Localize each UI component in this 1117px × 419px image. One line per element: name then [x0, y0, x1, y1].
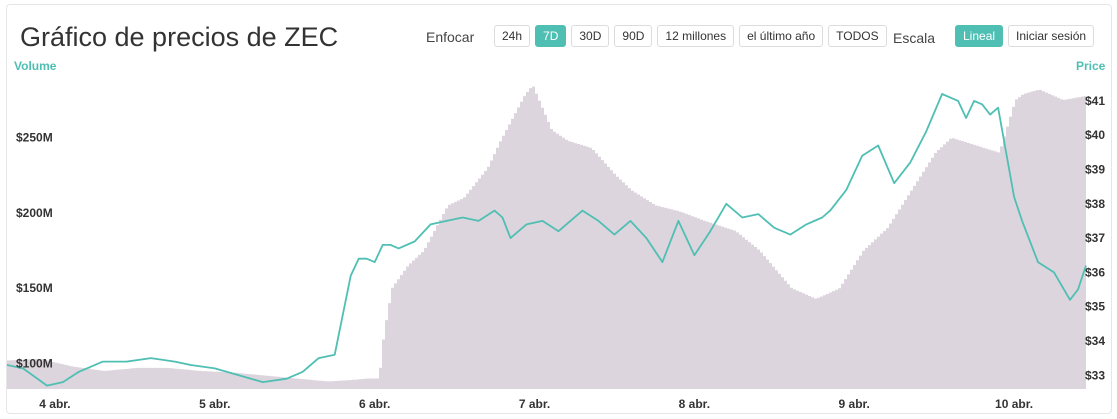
price-tick-label: $40 [1085, 128, 1105, 142]
zoom-24h-button[interactable]: 24h [494, 25, 531, 47]
price-point-0 [78, 370, 80, 373]
zoom-90d-button[interactable]: 90D [614, 25, 653, 47]
x-tick-label: 6 abr. [359, 397, 390, 411]
scale-log-button[interactable]: Iniciar sesión [1008, 25, 1095, 47]
scale-label: Escala [893, 30, 936, 46]
zoom-12m-button[interactable]: 12 millones [657, 25, 735, 47]
price-axis-title: Price [1076, 59, 1106, 73]
price-point-2 [445, 220, 448, 222]
x-tick-label: 5 abr. [199, 397, 230, 411]
price-tick-label: $39 [1085, 162, 1105, 176]
zoom-options: 24h 7D 30D 90D 12 millones el último año… [494, 25, 887, 47]
price-tick-label: $36 [1085, 265, 1105, 279]
zoom-last-year-button[interactable]: el último año [739, 25, 824, 47]
x-tick-label: 4 abr. [39, 397, 70, 411]
price-point-3 [661, 261, 664, 263]
volume-tick-label: $200M [16, 206, 53, 220]
price-point-4 [941, 93, 944, 95]
volume-tick-label: $100M [16, 356, 53, 370]
x-tick-label: 9 abr. [839, 397, 870, 411]
page-title: Gráfico de precios de ZEC [20, 22, 339, 52]
volume-area [7, 86, 1086, 389]
price-tick-label: $37 [1085, 231, 1105, 245]
x-tick-label: 7 abr. [519, 397, 550, 411]
x-tick-label: 8 abr. [679, 397, 710, 411]
scale-linear-button[interactable]: Lineal [955, 25, 1004, 47]
zoom-7d-button[interactable]: 7D [535, 25, 567, 47]
price-tick-label: $38 [1085, 197, 1105, 211]
volume-tick-label: $250M [16, 131, 53, 145]
zoom-label: Enfocar [426, 29, 475, 45]
zoom-all-button[interactable]: TODOS [828, 25, 887, 47]
price-line [6, 93, 1087, 387]
price-point-1 [389, 244, 392, 246]
price-tick-label: $34 [1085, 334, 1105, 348]
price-tick-label: $41 [1085, 94, 1105, 108]
volume-axis-title: Volume [14, 59, 57, 73]
price-tick-label: $35 [1085, 300, 1105, 314]
x-tick-label: 10 abr. [995, 397, 1033, 411]
volume-tick-label: $150M [16, 281, 53, 295]
price-tick-label: $33 [1085, 368, 1105, 382]
zoom-30d-button[interactable]: 30D [571, 25, 610, 47]
scale-options: Lineal Iniciar sesión [955, 25, 1095, 47]
